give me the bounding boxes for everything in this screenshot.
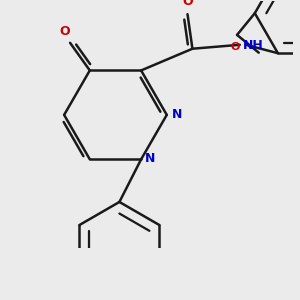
- Text: O: O: [230, 42, 240, 52]
- Text: NH: NH: [243, 39, 263, 52]
- Text: O: O: [182, 0, 193, 8]
- Text: N: N: [145, 152, 155, 165]
- Text: N: N: [172, 108, 182, 122]
- Text: O: O: [60, 25, 70, 38]
